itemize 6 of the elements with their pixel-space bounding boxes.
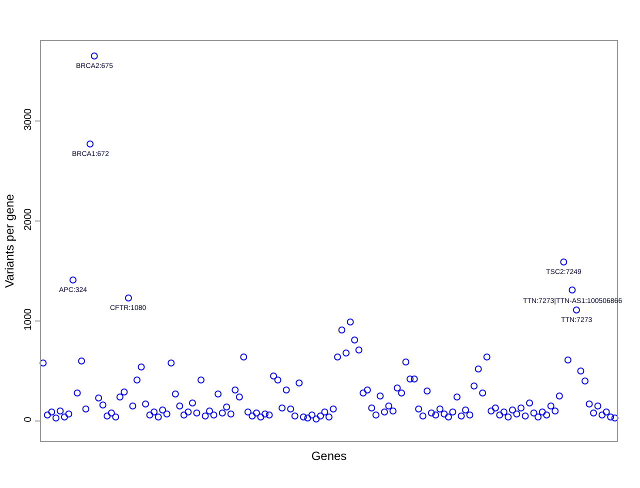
- y-tick-label: 2000: [23, 208, 34, 231]
- y-tick-label: 1000: [23, 308, 34, 331]
- y-tick-label: 3000: [23, 108, 34, 131]
- x-axis-title: Genes: [311, 448, 347, 463]
- y-axis-title: Variants per gene: [2, 194, 16, 288]
- y-tick-label: 0: [23, 416, 34, 422]
